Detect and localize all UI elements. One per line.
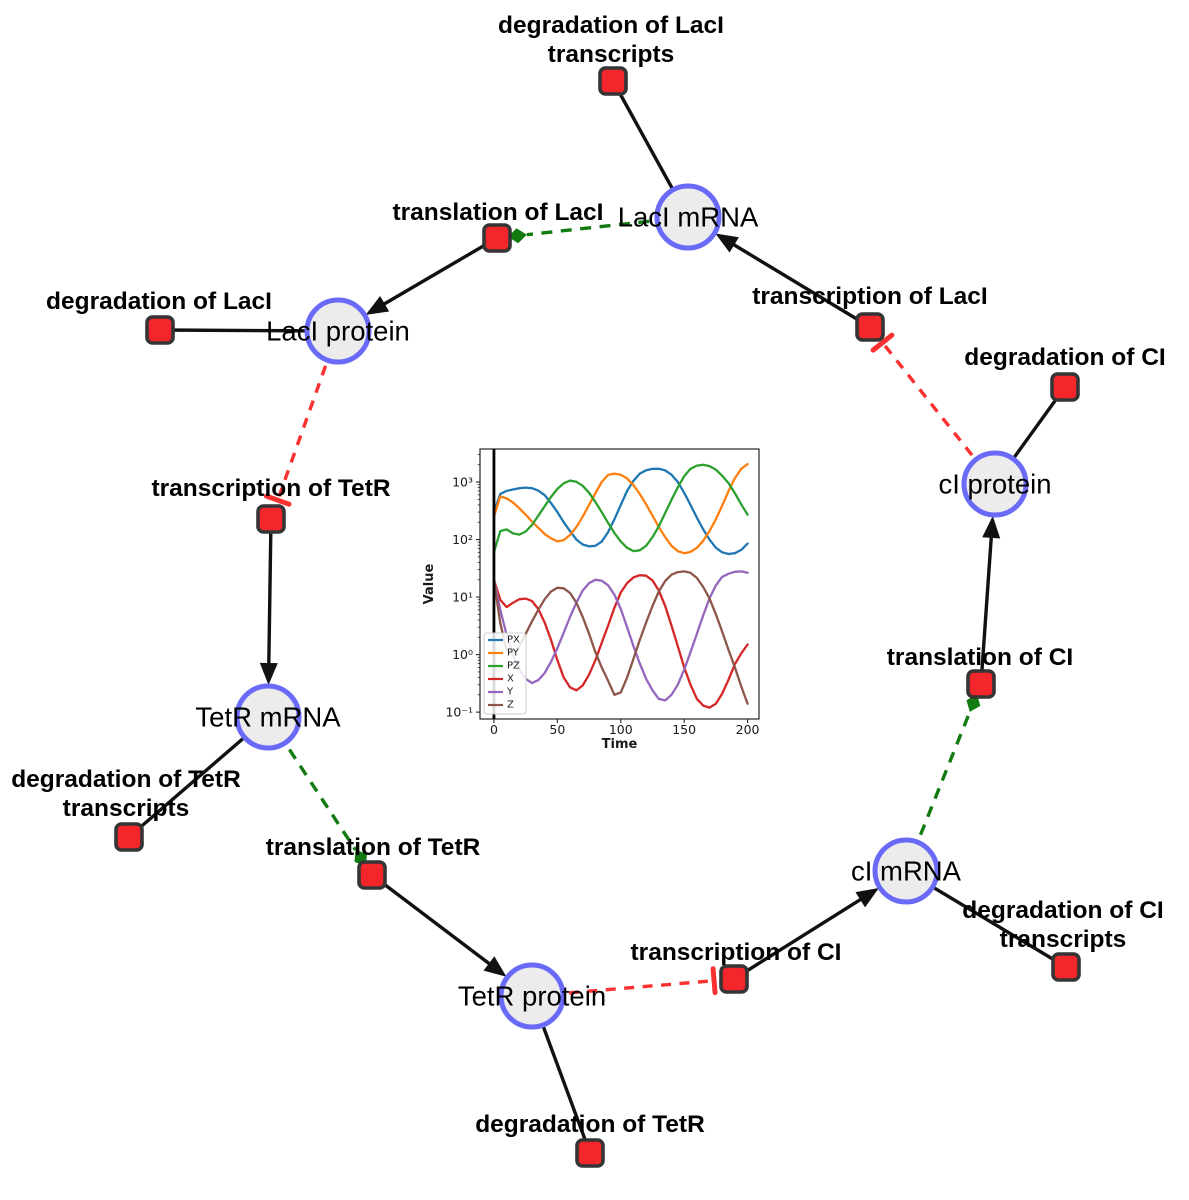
inhibition-tbar-transcription-tetr — [263, 493, 292, 507]
edge-translation-ci-ci-protein — [979, 534, 994, 685]
arrowhead-triangle-ci-protein — [982, 515, 1001, 539]
reaction-node-translation-ci — [966, 669, 996, 699]
reaction-label-transcription-tetr: transcription of TetR — [151, 475, 390, 502]
reaction-node-deg-laci-transcripts — [598, 66, 628, 96]
chart-x-tick-label-0: 0 — [490, 722, 498, 737]
species-node-tetr-protein — [498, 962, 566, 1030]
reaction-node-deg-ci-transcripts — [1051, 952, 1081, 982]
reaction-node-transcription-laci — [855, 312, 885, 342]
species-label-tetr-mrna: TetR mRNA — [195, 702, 341, 733]
species-node-laci-protein — [304, 297, 372, 365]
reaction-label-deg-tetr-transcripts: degradation of TetR transcripts — [11, 766, 241, 822]
reaction-node-deg-tetr-transcripts — [114, 822, 144, 852]
edge-transcription-ci-ci-mrna — [733, 896, 864, 981]
arrowhead-triangle-laci-protein — [365, 295, 390, 315]
reaction-node-translation-tetr — [357, 860, 387, 890]
chart-series-X — [492, 574, 749, 709]
chart-y-tick-label-3: 10² — [452, 532, 473, 547]
reaction-label-transcription-laci: transcription of LacI — [752, 283, 988, 310]
chart-x-tick-label-150: 150 — [672, 722, 696, 737]
species-node-ci-mrna — [872, 837, 940, 905]
edge-translation-laci-laci-protein — [381, 236, 498, 307]
reaction-label-deg-laci-transcripts: degradation of LacI transcripts — [498, 12, 724, 68]
reaction-node-transcription-ci — [719, 964, 749, 994]
edge-transcription-tetr-tetr-mrna — [267, 518, 273, 667]
species-label-ci-protein: cI protein — [938, 469, 1051, 500]
arrowhead-triangle-ci-mrna — [855, 888, 879, 908]
reaction-label-translation-tetr: translation of TetR — [266, 834, 481, 861]
labels-layer: LacI mRNA LacI protein cI protein TetR mRNA… — [11, 12, 1166, 1138]
chart-x-tick-label-200: 200 — [736, 722, 760, 737]
chart-series-Y — [492, 570, 749, 702]
species-label-laci-protein: LacI protein — [266, 316, 410, 347]
edge-transcription-laci-laci-mrna — [730, 241, 871, 329]
reaction-label-translation-ci: translation of CI — [887, 644, 1073, 671]
nodes-layer — [114, 66, 1081, 1168]
reaction-label-translation-laci: translation of LacI — [392, 199, 603, 226]
reaction-label-deg-ci-transcripts: degradation of CI transcripts — [962, 897, 1163, 953]
reaction-node-transcription-tetr — [256, 504, 286, 534]
chart-y-tick-label-4: 10³ — [452, 475, 473, 490]
legend-label-Z: Z — [507, 700, 514, 711]
inhibition-tbar-transcription-laci — [870, 332, 895, 353]
edge-translation-tetr-tetr-protein — [370, 873, 493, 967]
chart-legend: PX PY PZ XYZ — [483, 632, 527, 715]
chart-xlabel: Time — [602, 737, 638, 752]
chart-x-tick-label-100: 100 — [609, 722, 633, 737]
inset-timecourse-chart: 0 50 100 150 20010⁻¹10⁰10¹10²10³TimeValuePXP… — [422, 448, 760, 752]
chart-series-PZ — [492, 463, 749, 554]
species-node-ci-protein — [961, 450, 1029, 518]
chart-y-tick-label-1: 10⁰ — [452, 647, 473, 662]
reaction-label-deg-ci: degradation of CI — [964, 344, 1165, 371]
chart-series-PX — [492, 467, 749, 556]
chart-series-Z — [492, 570, 749, 705]
arrowhead-triangle-laci-mrna — [715, 233, 739, 253]
chart-y-tick-label-2: 10¹ — [452, 590, 473, 605]
arrowhead-triangle-tetr-mrna — [259, 662, 278, 686]
chart-x-tick-label-50: 50 — [549, 722, 565, 737]
legend-label-PY: PY — [507, 648, 520, 659]
species-node-laci-mrna — [654, 183, 722, 251]
edge-tetr-protein-transcription-ci — [531, 979, 711, 998]
arrowhead-triangle-tetr-protein — [483, 956, 507, 977]
reaction-node-deg-laci — [145, 315, 175, 345]
species-label-laci-mrna: LacI mRNA — [618, 202, 759, 233]
reaction-label-deg-tetr: degradation of TetR — [475, 1111, 705, 1138]
chart-series-PY — [492, 462, 749, 555]
chart-y-tick-label-0: 10⁻¹ — [445, 705, 473, 720]
reaction-node-deg-tetr — [575, 1138, 605, 1168]
species-label-ci-mrna: cI mRNA — [851, 856, 962, 887]
legend-label-Y: Y — [506, 687, 514, 698]
legend-label-PX: PX — [507, 635, 520, 646]
reaction-label-deg-laci: degradation of LacI — [46, 288, 272, 315]
reaction-label-transcription-ci: transcription of CI — [631, 939, 842, 966]
reaction-node-translation-laci — [482, 223, 512, 253]
species-node-tetr-mrna — [234, 683, 302, 751]
modifier-diamond-translation-laci — [507, 228, 527, 244]
species-label-tetr-protein: TetR protein — [458, 981, 606, 1012]
legend-label-PZ: PZ — [507, 661, 520, 672]
chart-ylabel: Value — [422, 563, 437, 604]
legend-label-X: X — [507, 674, 514, 685]
inhibition-tbar-transcription-ci — [710, 966, 718, 996]
reaction-node-deg-ci — [1050, 372, 1080, 402]
